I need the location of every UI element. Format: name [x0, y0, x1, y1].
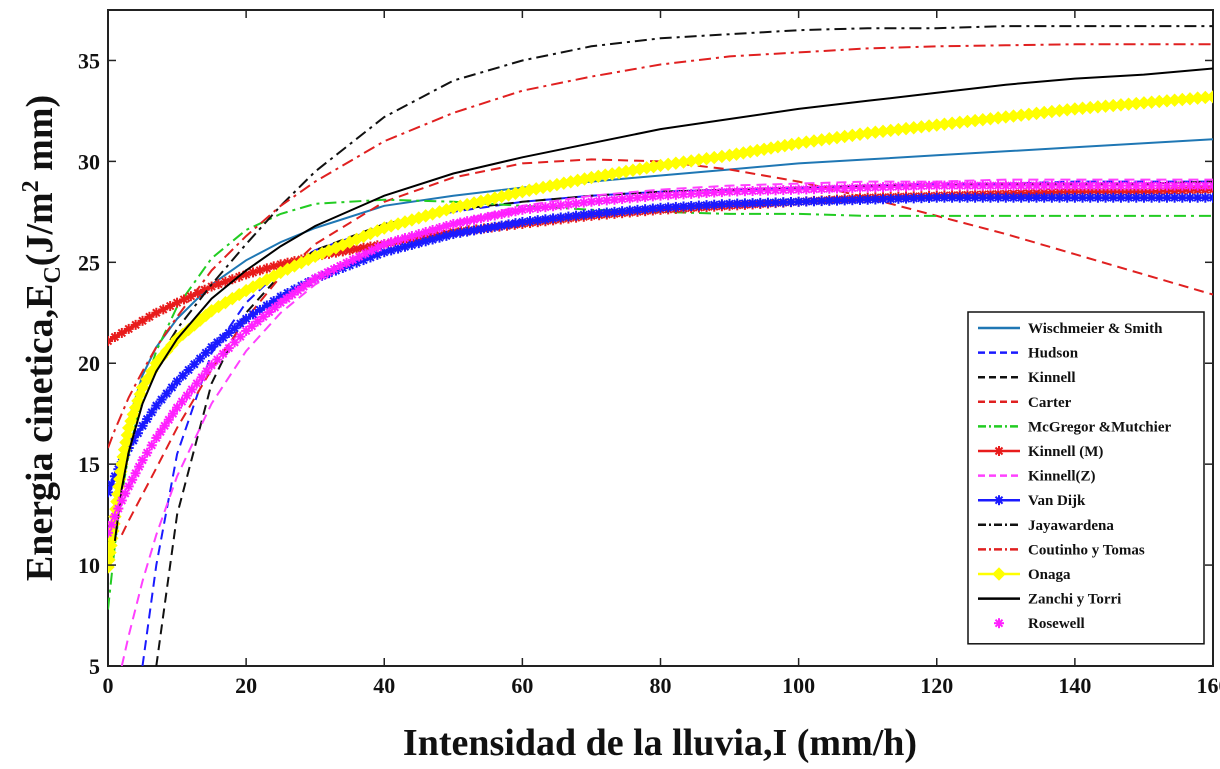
series-point-rosewell [138, 455, 148, 465]
x-tick-label: 80 [650, 673, 672, 698]
legend: Wischmeier & Smith Hudson Kinnell Carter McG… [968, 312, 1204, 644]
series-point-van-dijk [1208, 193, 1218, 203]
y-tick-label: 5 [89, 654, 100, 679]
x-tick-label: 160 [1197, 673, 1220, 698]
legend-label: Onaga [1028, 567, 1071, 583]
legend-label: Van Dijk [1028, 493, 1086, 509]
legend-label: Kinnell (M) [1028, 444, 1103, 460]
series-point-van-dijk [142, 414, 152, 424]
y-axis-title-group: Energia cinetica,EC(J/m2 mm) [18, 95, 66, 581]
x-tick-label: 100 [782, 673, 815, 698]
legend-label: Wischmeier & Smith [1028, 321, 1163, 337]
y-tick-label: 10 [78, 553, 100, 578]
legend-label: Kinnell(Z) [1028, 469, 1096, 485]
x-tick-label: 140 [1058, 673, 1091, 698]
x-tick-label: 120 [920, 673, 953, 698]
x-tick-label: 40 [373, 673, 395, 698]
x-tick-label: 0 [103, 673, 114, 698]
y-tick-label: 20 [78, 351, 100, 376]
series-point-van-dijk [421, 236, 431, 246]
series-point-van-dijk [138, 421, 148, 431]
series-point-van-dijk [428, 234, 438, 244]
series-point-van-dijk [147, 407, 157, 417]
series-point-van-dijk [435, 233, 445, 243]
legend-label: Hudson [1028, 346, 1079, 362]
y-tick-label: 30 [78, 149, 100, 174]
legend-label: Coutinho y Tomas [1028, 542, 1145, 558]
legend-marker [994, 618, 1004, 628]
y-tick-label: 25 [78, 250, 100, 275]
y-tick-label: 15 [78, 452, 100, 477]
legend-label: Zanchi y Torri [1028, 592, 1121, 608]
legend-marker [994, 495, 1004, 505]
series-point-rosewell [1208, 181, 1218, 191]
series-point-van-dijk [441, 231, 451, 241]
legend-label: Carter [1028, 395, 1072, 411]
legend-marker [994, 446, 1004, 456]
legend-label: Kinnell [1028, 370, 1076, 386]
y-axis-title-paren: (J/m [19, 192, 61, 266]
y-tick-label: 35 [78, 48, 100, 73]
x-axis-title: Intensidad de la lluvia,I (mm/h) [403, 722, 917, 764]
legend-label: McGregor &Mutchier [1028, 419, 1171, 435]
y-axis-title: Energia cinetica,EC(J/m2 mm) [18, 95, 66, 581]
legend-label: Jayawardena [1028, 518, 1114, 534]
legend-label: Rosewell [1028, 616, 1085, 632]
series-point-rosewell [147, 440, 157, 450]
y-axis-title-sub: C [40, 266, 66, 283]
y-axis-title-tail: mm) [19, 95, 61, 180]
y-axis-title-sup: 2 [18, 180, 44, 192]
series-point-rosewell [142, 448, 152, 458]
x-tick-label: 60 [511, 673, 533, 698]
x-tick-label: 20 [235, 673, 257, 698]
y-axis-title-main: Energia cinetica,E [19, 284, 61, 582]
